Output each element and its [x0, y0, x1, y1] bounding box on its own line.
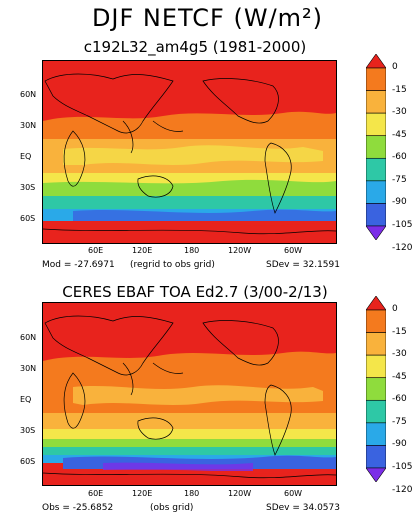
lat-label-60n: 60N — [20, 90, 37, 99]
panel-subtitle: CERES EBAF TOA Ed2.7 (3/00-2/13) — [62, 283, 328, 301]
lon-label-60w: 60W — [284, 489, 303, 498]
lat-label-60s: 60S — [20, 214, 36, 223]
colorbar-tick-label: -105 — [392, 220, 413, 230]
colorbar-swatch — [365, 399, 387, 424]
colorbar-swatch — [365, 135, 387, 159]
colorbar-model — [365, 53, 387, 241]
map-obs — [42, 302, 337, 486]
colorbar-tick-label: -90 — [392, 197, 407, 208]
lat-label-60s: 60S — [20, 457, 36, 466]
colorbar-swatch — [365, 112, 387, 137]
colorbar-obs — [365, 295, 387, 483]
colorbar-swatch — [365, 354, 387, 379]
colorbar-tick-label: -105 — [392, 462, 413, 472]
colorbar-tick-label: -120 — [392, 484, 413, 495]
lat-label-60n: 60N — [20, 333, 37, 342]
lat-label-30n: 30N — [20, 364, 37, 373]
lat-label-eq: EQ — [20, 395, 32, 404]
lon-label-60e: 60E — [88, 489, 104, 498]
colorbar-swatch — [365, 180, 387, 204]
colorbar-swatch — [365, 295, 387, 311]
figure-title: DJF NETCF (W/m²) — [91, 4, 324, 32]
colorbar-tick-label: -60 — [392, 152, 407, 163]
map-obs-svg — [43, 303, 336, 485]
colorbar-swatch — [365, 332, 387, 356]
colorbar-svg — [365, 53, 387, 241]
lat-label-eq: EQ — [20, 152, 32, 161]
stat-grid: (obs grid) — [150, 503, 194, 513]
colorbar-swatch — [365, 157, 387, 182]
colorbar-tick-label: -15 — [392, 84, 407, 95]
colorbar-tick-label: -15 — [392, 326, 407, 337]
colorbar-swatch — [365, 53, 387, 69]
colorbar-tick-label: -75 — [392, 174, 407, 185]
lon-label-120e: 120E — [132, 489, 153, 498]
colorbar-tick-label: -75 — [392, 416, 407, 427]
panel-subtitle: c192L32_am4g5 (1981-2000) — [83, 38, 307, 56]
colorbar-swatch — [365, 377, 387, 401]
stat-sdev: SDev = 34.0573 — [266, 503, 340, 513]
lat-label-30s: 30S — [20, 426, 36, 435]
colorbar-swatch — [365, 467, 387, 483]
colorbar-swatch — [365, 445, 387, 469]
colorbar-tick-label: -30 — [392, 349, 407, 360]
stat-sdev: SDev = 32.1591 — [266, 260, 340, 270]
colorbar-tick-label: -45 — [392, 371, 407, 382]
lon-label-60e: 60E — [88, 246, 104, 255]
colorbar-tick-label: 0 — [392, 304, 398, 314]
colorbar-swatch — [365, 67, 387, 91]
lon-label-120w: 120W — [228, 489, 252, 498]
map-model-svg — [43, 61, 336, 243]
lat-label-30s: 30S — [20, 183, 36, 192]
colorbar-swatch — [365, 309, 387, 333]
lon-label-60w: 60W — [284, 246, 303, 255]
lon-label-180: 180 — [184, 246, 200, 255]
lon-label-120w: 120W — [228, 246, 252, 255]
lon-label-180: 180 — [184, 489, 200, 498]
colorbar-tick-label: -60 — [392, 394, 407, 405]
lon-label-120e: 120E — [132, 246, 153, 255]
colorbar-tick-label: -120 — [392, 242, 413, 253]
stat-mean: Mod = -27.6971 — [42, 260, 115, 270]
map-model — [42, 60, 337, 244]
colorbar-tick-label: -90 — [392, 439, 407, 450]
colorbar-tick-label: 0 — [392, 62, 398, 72]
colorbar-tick-label: -45 — [392, 129, 407, 140]
colorbar-swatch — [365, 225, 387, 241]
colorbar-swatch — [365, 90, 387, 114]
colorbar-swatch — [365, 203, 387, 227]
colorbar-tick-label: -30 — [392, 107, 407, 118]
colorbar-swatch — [365, 422, 387, 446]
lat-label-30n: 30N — [20, 121, 37, 130]
stat-mean: Obs = -25.6852 — [42, 503, 114, 513]
stat-grid: (regrid to obs grid) — [130, 260, 215, 270]
colorbar-svg — [365, 295, 387, 483]
